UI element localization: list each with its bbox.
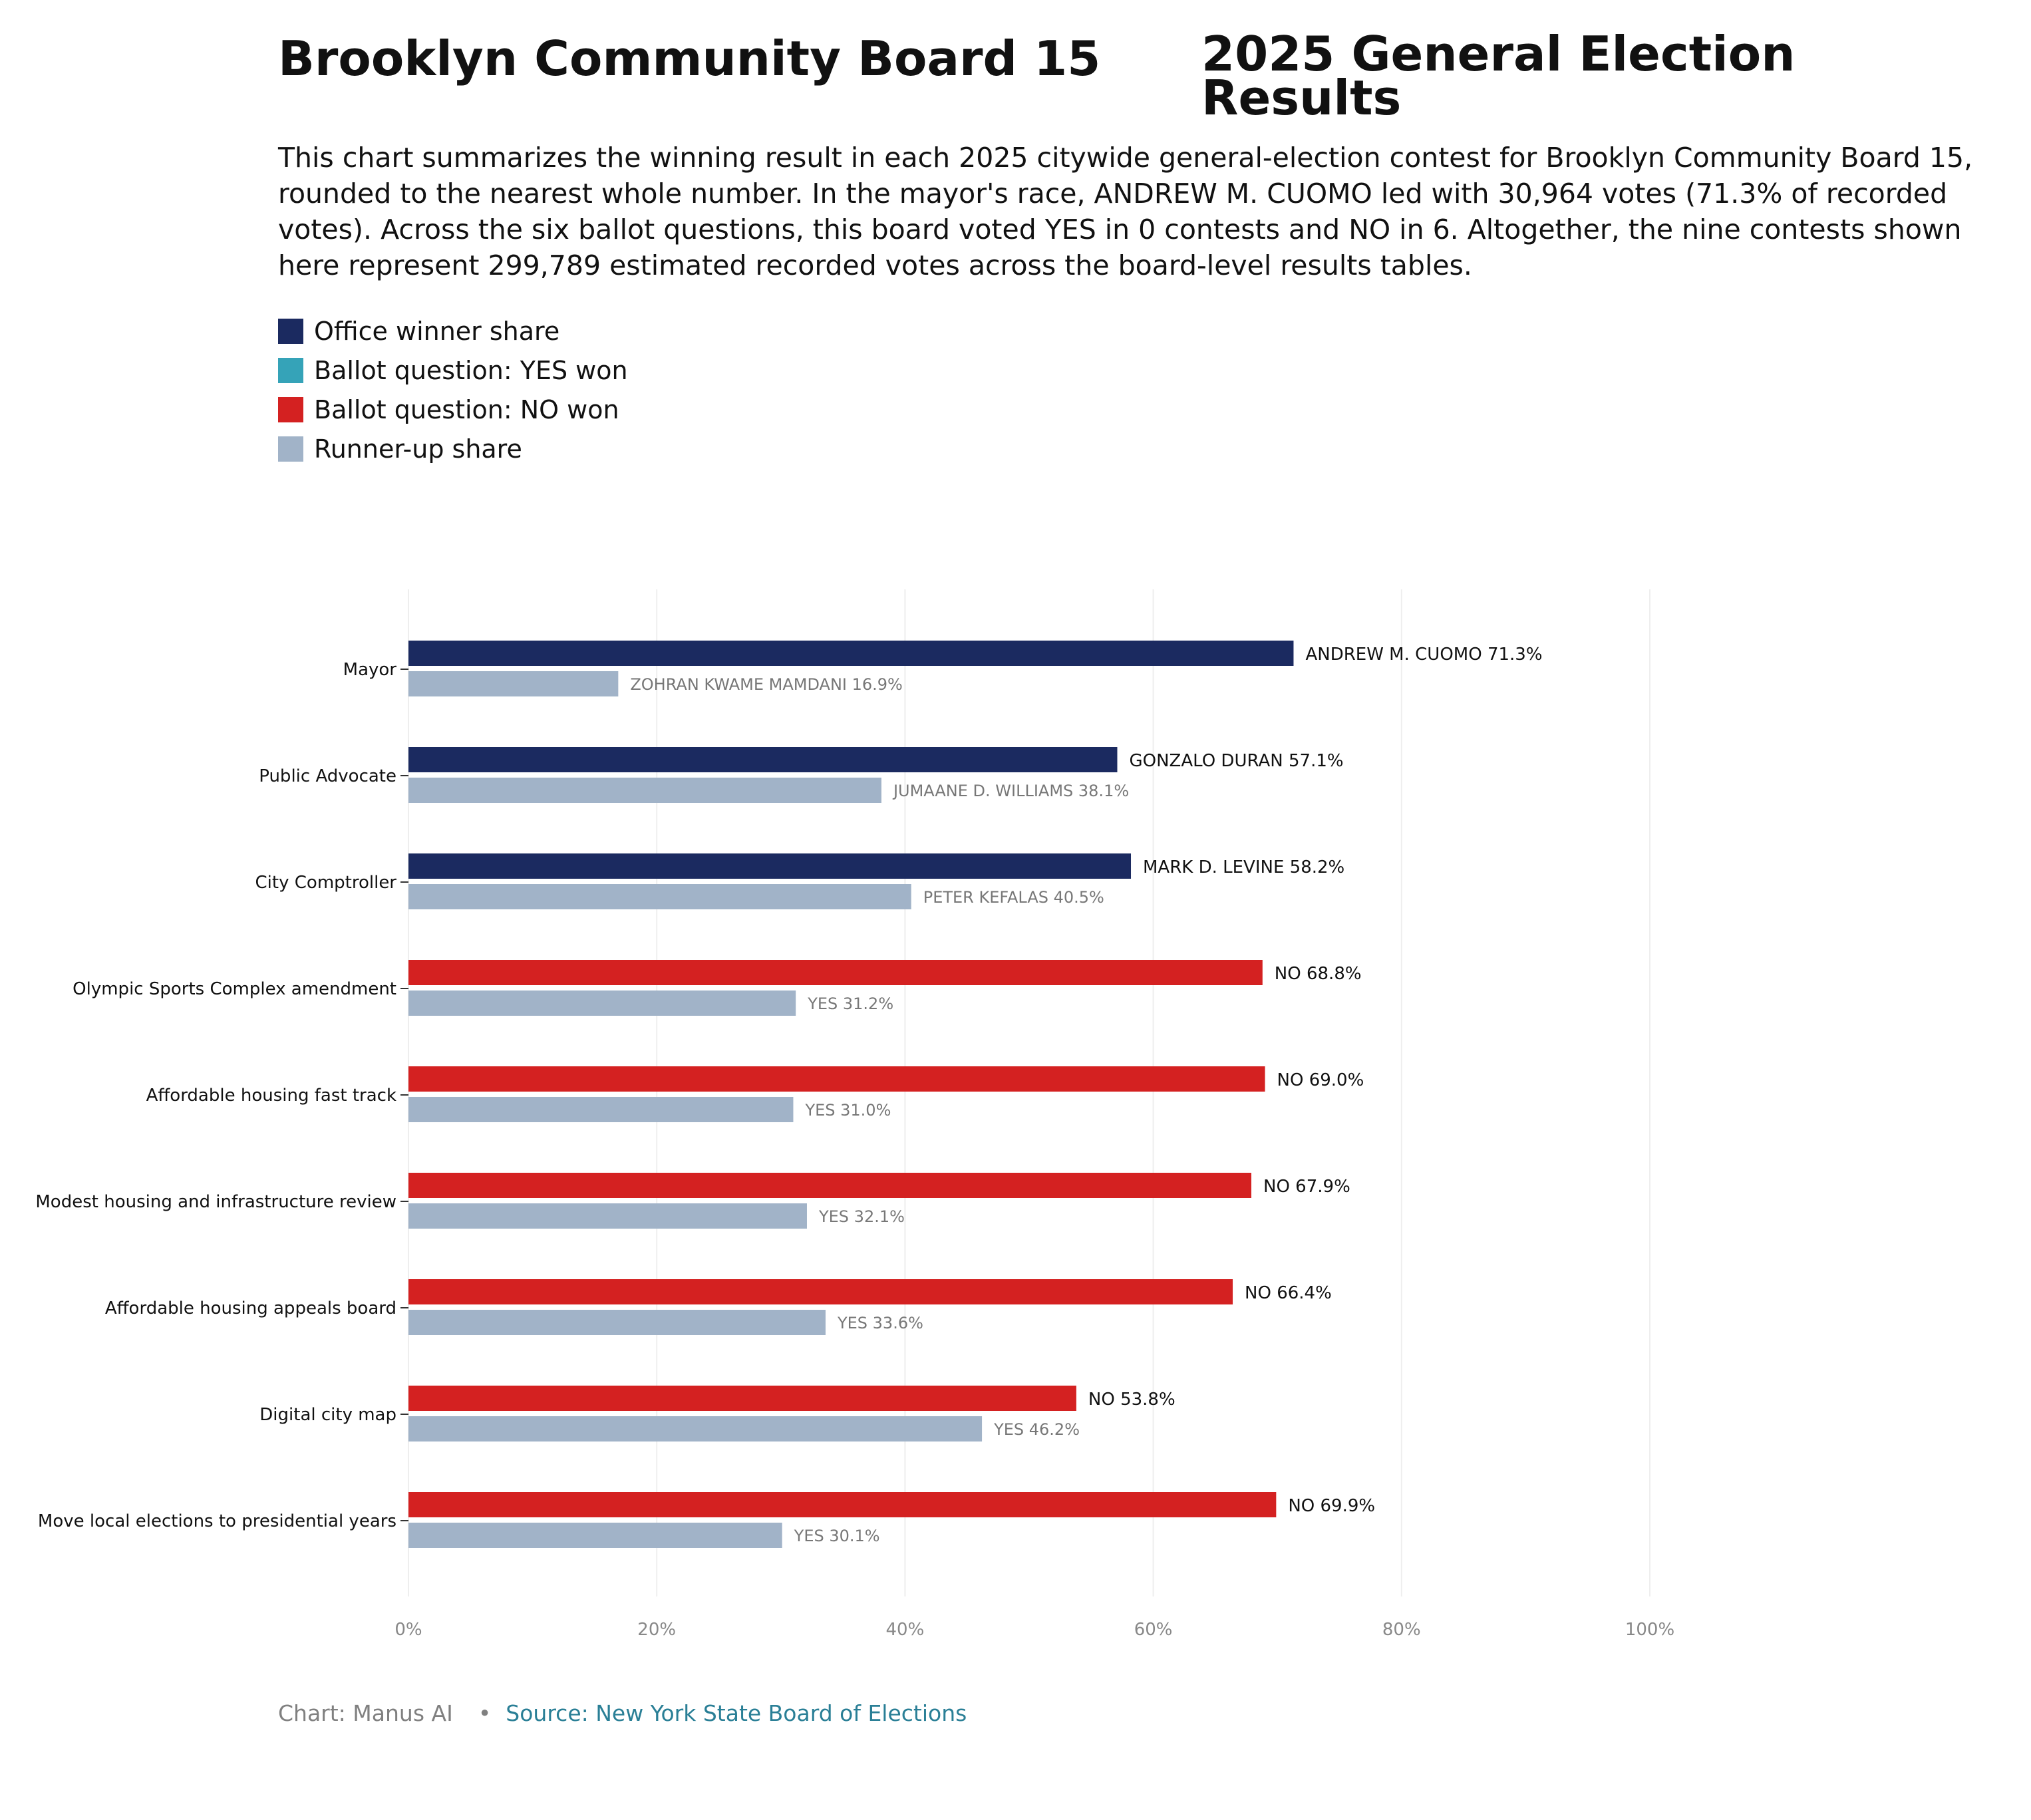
winner-bar	[408, 1386, 1076, 1411]
x-tick-label: 40%	[886, 1620, 925, 1636]
winner-data-label: ANDREW M. CUOMO 71.3%	[1305, 645, 1542, 665]
runner-up-data-label: JUMAANE D. WILLIAMS 38.1%	[892, 782, 1129, 800]
legend-swatch	[278, 396, 303, 422]
x-tick-label: 100%	[1625, 1620, 1674, 1636]
winner-data-label: NO 53.8%	[1088, 1390, 1175, 1410]
legend-label: Ballot question: YES won	[314, 355, 628, 385]
legend-item: Ballot question: NO won	[278, 390, 628, 429]
legend-item: Runner-up share	[278, 429, 628, 468]
x-tick-label: 20%	[637, 1620, 676, 1636]
runner-up-bar	[408, 671, 619, 696]
runner-up-bar	[408, 1310, 826, 1335]
winner-data-label: NO 68.8%	[1275, 964, 1362, 984]
source-link[interactable]: Source: New York State Board of Election…	[506, 1700, 967, 1726]
x-tick-label: 0%	[394, 1620, 422, 1636]
legend-swatch	[278, 357, 303, 383]
winner-data-label: NO 69.0%	[1277, 1070, 1364, 1090]
runner-up-data-label: ZOHRAN KWAME MAMDANI 16.9%	[630, 675, 903, 694]
runner-up-bar	[408, 1097, 794, 1122]
winner-bar	[408, 1492, 1277, 1517]
bars	[408, 641, 1294, 1548]
legend-swatch	[278, 436, 303, 462]
runner-up-bar	[408, 1416, 983, 1441]
runner-up-bar	[408, 884, 911, 909]
category-label: Move local elections to presidential yea…	[38, 1511, 396, 1531]
winner-data-label: NO 66.4%	[1245, 1283, 1332, 1303]
legend-item: Ballot question: YES won	[278, 351, 628, 390]
category-label: Affordable housing fast track	[146, 1086, 396, 1106]
category-label: Digital city map	[259, 1405, 396, 1425]
winner-data-label: NO 67.9%	[1263, 1177, 1350, 1197]
runner-up-bar	[408, 1203, 807, 1229]
bar-chart: 0% 20% 40% 60% 80% 100% Mayor ANDREW M. CUOMO 7…	[35, 589, 1674, 1636]
chart-title-continued: 2025 General Election Results	[1201, 26, 1796, 126]
runner-up-bar	[408, 1523, 782, 1548]
legend: Office winner share Ballot question: YES …	[278, 311, 628, 468]
winner-bar	[408, 853, 1132, 879]
runner-up-data-label: PETER KEFALAS 40.5%	[923, 888, 1104, 907]
winner-data-label: NO 69.9%	[1288, 1496, 1375, 1516]
x-tick-label: 80%	[1382, 1620, 1421, 1636]
winner-bar	[408, 960, 1263, 985]
winner-bar	[408, 1279, 1233, 1304]
chart-title: Brooklyn Community Board 15	[278, 31, 1101, 86]
runner-up-data-label: YES 33.6%	[837, 1314, 923, 1332]
legend-label: Runner-up share	[314, 434, 522, 464]
legend-label: Ballot question: NO won	[314, 394, 619, 424]
runner-up-data-label: YES 31.2%	[807, 994, 893, 1013]
winner-bar	[408, 1066, 1265, 1092]
runner-up-bar	[408, 990, 796, 1016]
category-label: Olympic Sports Complex amendment	[73, 979, 396, 999]
runner-up-data-label: YES 31.0%	[804, 1101, 891, 1120]
gridlines	[400, 589, 1650, 1596]
category-label: City Comptroller	[255, 873, 397, 893]
category-label: Mayor	[343, 660, 397, 680]
legend-item: Office winner share	[278, 311, 628, 351]
category-label: Affordable housing appeals board	[105, 1298, 396, 1318]
runner-up-bar	[408, 778, 881, 803]
runner-up-data-label: YES 32.1%	[818, 1207, 905, 1226]
category-label: Modest housing and infrastructure review	[35, 1192, 396, 1212]
runner-up-data-label: YES 30.1%	[794, 1527, 880, 1545]
chart-description: This chart summarizes the winning result…	[278, 142, 1973, 281]
footer-separator: •	[478, 1700, 492, 1726]
labels: 0% 20% 40% 60% 80% 100% Mayor ANDREW M. CUOMO 7…	[35, 645, 1674, 1636]
winner-data-label: MARK D. LEVINE 58.2%	[1143, 857, 1344, 877]
runner-up-data-label: YES 46.2%	[993, 1420, 1080, 1439]
chart-credit: Chart: Manus AI	[278, 1700, 453, 1726]
winner-bar	[408, 1173, 1252, 1198]
winner-data-label: GONZALO DURAN 57.1%	[1129, 751, 1343, 771]
winner-bar	[408, 641, 1294, 666]
legend-swatch	[278, 318, 303, 344]
category-label: Public Advocate	[259, 766, 396, 786]
winner-bar	[408, 747, 1118, 772]
footer: Chart: Manus AI • Source: New York State B…	[278, 1700, 967, 1726]
x-tick-label: 60%	[1134, 1620, 1173, 1636]
legend-label: Office winner share	[314, 316, 560, 346]
